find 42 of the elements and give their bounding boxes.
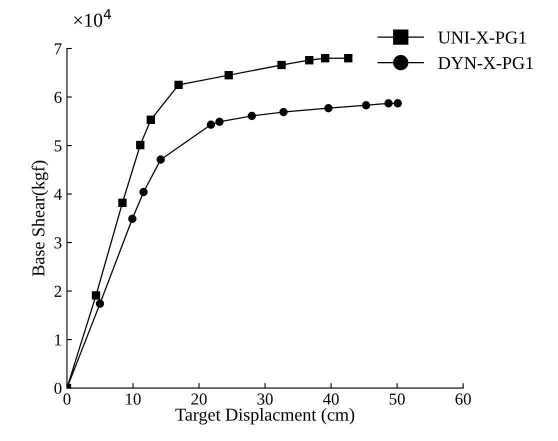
point	[384, 99, 393, 108]
y-tick-label: 5	[54, 140, 62, 152]
y-axis-title: Base Shear(kgf)	[32, 160, 48, 276]
point	[320, 54, 330, 62]
point	[362, 101, 370, 110]
point	[156, 155, 165, 164]
point	[394, 99, 402, 108]
point	[279, 108, 288, 116]
x-tick-label: 10	[126, 393, 141, 405]
y-tick-label: 1	[55, 334, 62, 346]
point	[146, 116, 155, 124]
point	[224, 71, 233, 80]
point	[324, 104, 333, 112]
point	[215, 118, 224, 126]
point	[277, 60, 286, 70]
y-tick-label: 7	[54, 43, 62, 54]
point	[136, 140, 144, 150]
text: ×10$^{4}$	[74, 9, 112, 27]
x-tick-label: 20	[191, 393, 207, 405]
legend-label: DYN-X-PG1	[438, 57, 533, 70]
point	[174, 80, 183, 90]
y-tick-label: 3	[54, 237, 62, 248]
y-tick-label: 0	[54, 382, 62, 394]
x-tick-label: 0	[63, 393, 70, 405]
point	[92, 291, 100, 300]
point	[139, 188, 148, 196]
point	[118, 198, 127, 207]
point	[305, 56, 314, 64]
point	[96, 300, 104, 308]
point	[248, 112, 256, 120]
x-tick-label: 50	[390, 393, 405, 405]
point	[344, 54, 352, 62]
y-tick-label: 6	[54, 92, 62, 103]
point	[128, 214, 136, 223]
y-tick-label: 4	[54, 188, 62, 200]
point	[206, 120, 216, 129]
x-tick-label: 60	[456, 393, 471, 405]
x-tick-label: 40	[323, 393, 339, 405]
x-tick-label: 30	[258, 393, 273, 405]
x-axis-title: Target Displacment (cm)	[175, 408, 354, 424]
y-tick-label: 2	[54, 286, 62, 297]
legend-label: UNI-X-PG1	[438, 31, 526, 44]
